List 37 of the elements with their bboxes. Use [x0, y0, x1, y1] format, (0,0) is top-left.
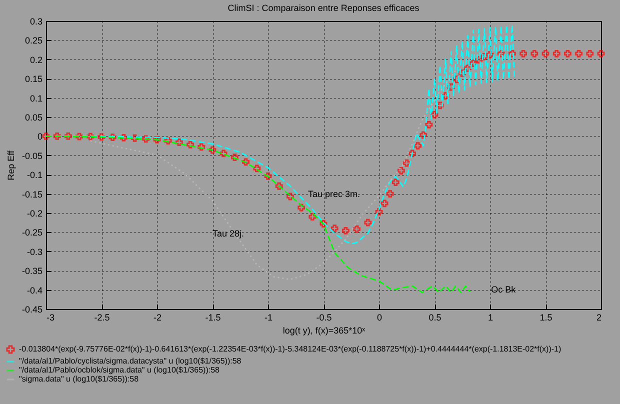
- x-tick-label: -2: [153, 312, 162, 322]
- x-tick-label: 1.5: [540, 312, 552, 322]
- x-tick-label: -3: [46, 312, 55, 322]
- y-tick-label: 0.3: [30, 16, 42, 26]
- x-tick-label: -1: [264, 312, 273, 322]
- y-tick-label: -0.35: [22, 266, 42, 276]
- x-tick-label: -0.5: [316, 312, 332, 322]
- y-tick-label: -0.45: [22, 304, 42, 314]
- chart-title: ClimSI : Comparaison entre Reponses efficaces: [228, 3, 420, 13]
- legend-label: -0.013804*(exp(-9.75776E-02*f(x))-1)-0.641613*(exp(-1.22354E-03*f(x))-1)-5.348124E-03*(exp(-0.1188725*f(x))-1)+0.4444444*(exp(-1.1813E-02*f(x))-1): [19, 344, 562, 354]
- y-tick-label: 0.05: [24, 112, 42, 122]
- y-tick-label: 0.15: [24, 74, 42, 84]
- legend-label: "sigma.data" u (log10($1/365)):58: [19, 374, 140, 384]
- x-tick-label: 1: [488, 312, 494, 322]
- y-tick-label: 0: [37, 132, 42, 142]
- y-tick-label: 0.1: [30, 93, 42, 104]
- legend-label: "/data/al1/Pablo/cyclista/sigma.datacysta" u (log10($1/365)):58: [19, 356, 242, 366]
- annotation: Tau 28j.: [212, 228, 244, 238]
- y-tick-label: 0.25: [24, 36, 42, 46]
- annotation: Tau prec 3m.: [308, 188, 360, 199]
- y-tick-label: -0.15: [22, 189, 42, 200]
- legend-label: "/data/al1/Pablo/ocblok/sigma.data" u (log10($1/365)):58: [19, 366, 220, 374]
- x-tick-label: 2: [596, 312, 602, 322]
- y-tick-label: 0.2: [30, 54, 42, 65]
- x-tick-label: -1.5: [205, 312, 221, 322]
- x-tick-label: 0: [376, 312, 382, 322]
- x-tick-label: -2.5: [94, 312, 110, 322]
- y-tick-label: -0.1: [26, 170, 42, 180]
- x-tick-label: 0.5: [428, 312, 442, 322]
- y-tick-label: -0.4: [26, 285, 42, 296]
- y-tick-label: -0.25: [22, 228, 42, 238]
- x-axis-title: log(t y), f(x)=365*10ˣ: [282, 326, 366, 336]
- y-tick-label: -0.3: [26, 246, 42, 257]
- y-tick-label: -0.2: [26, 208, 42, 218]
- y-axis-title: Rep Eff: [6, 150, 16, 180]
- annotation: Oc Bk: [491, 284, 516, 295]
- y-tick-label: -0.05: [22, 150, 42, 161]
